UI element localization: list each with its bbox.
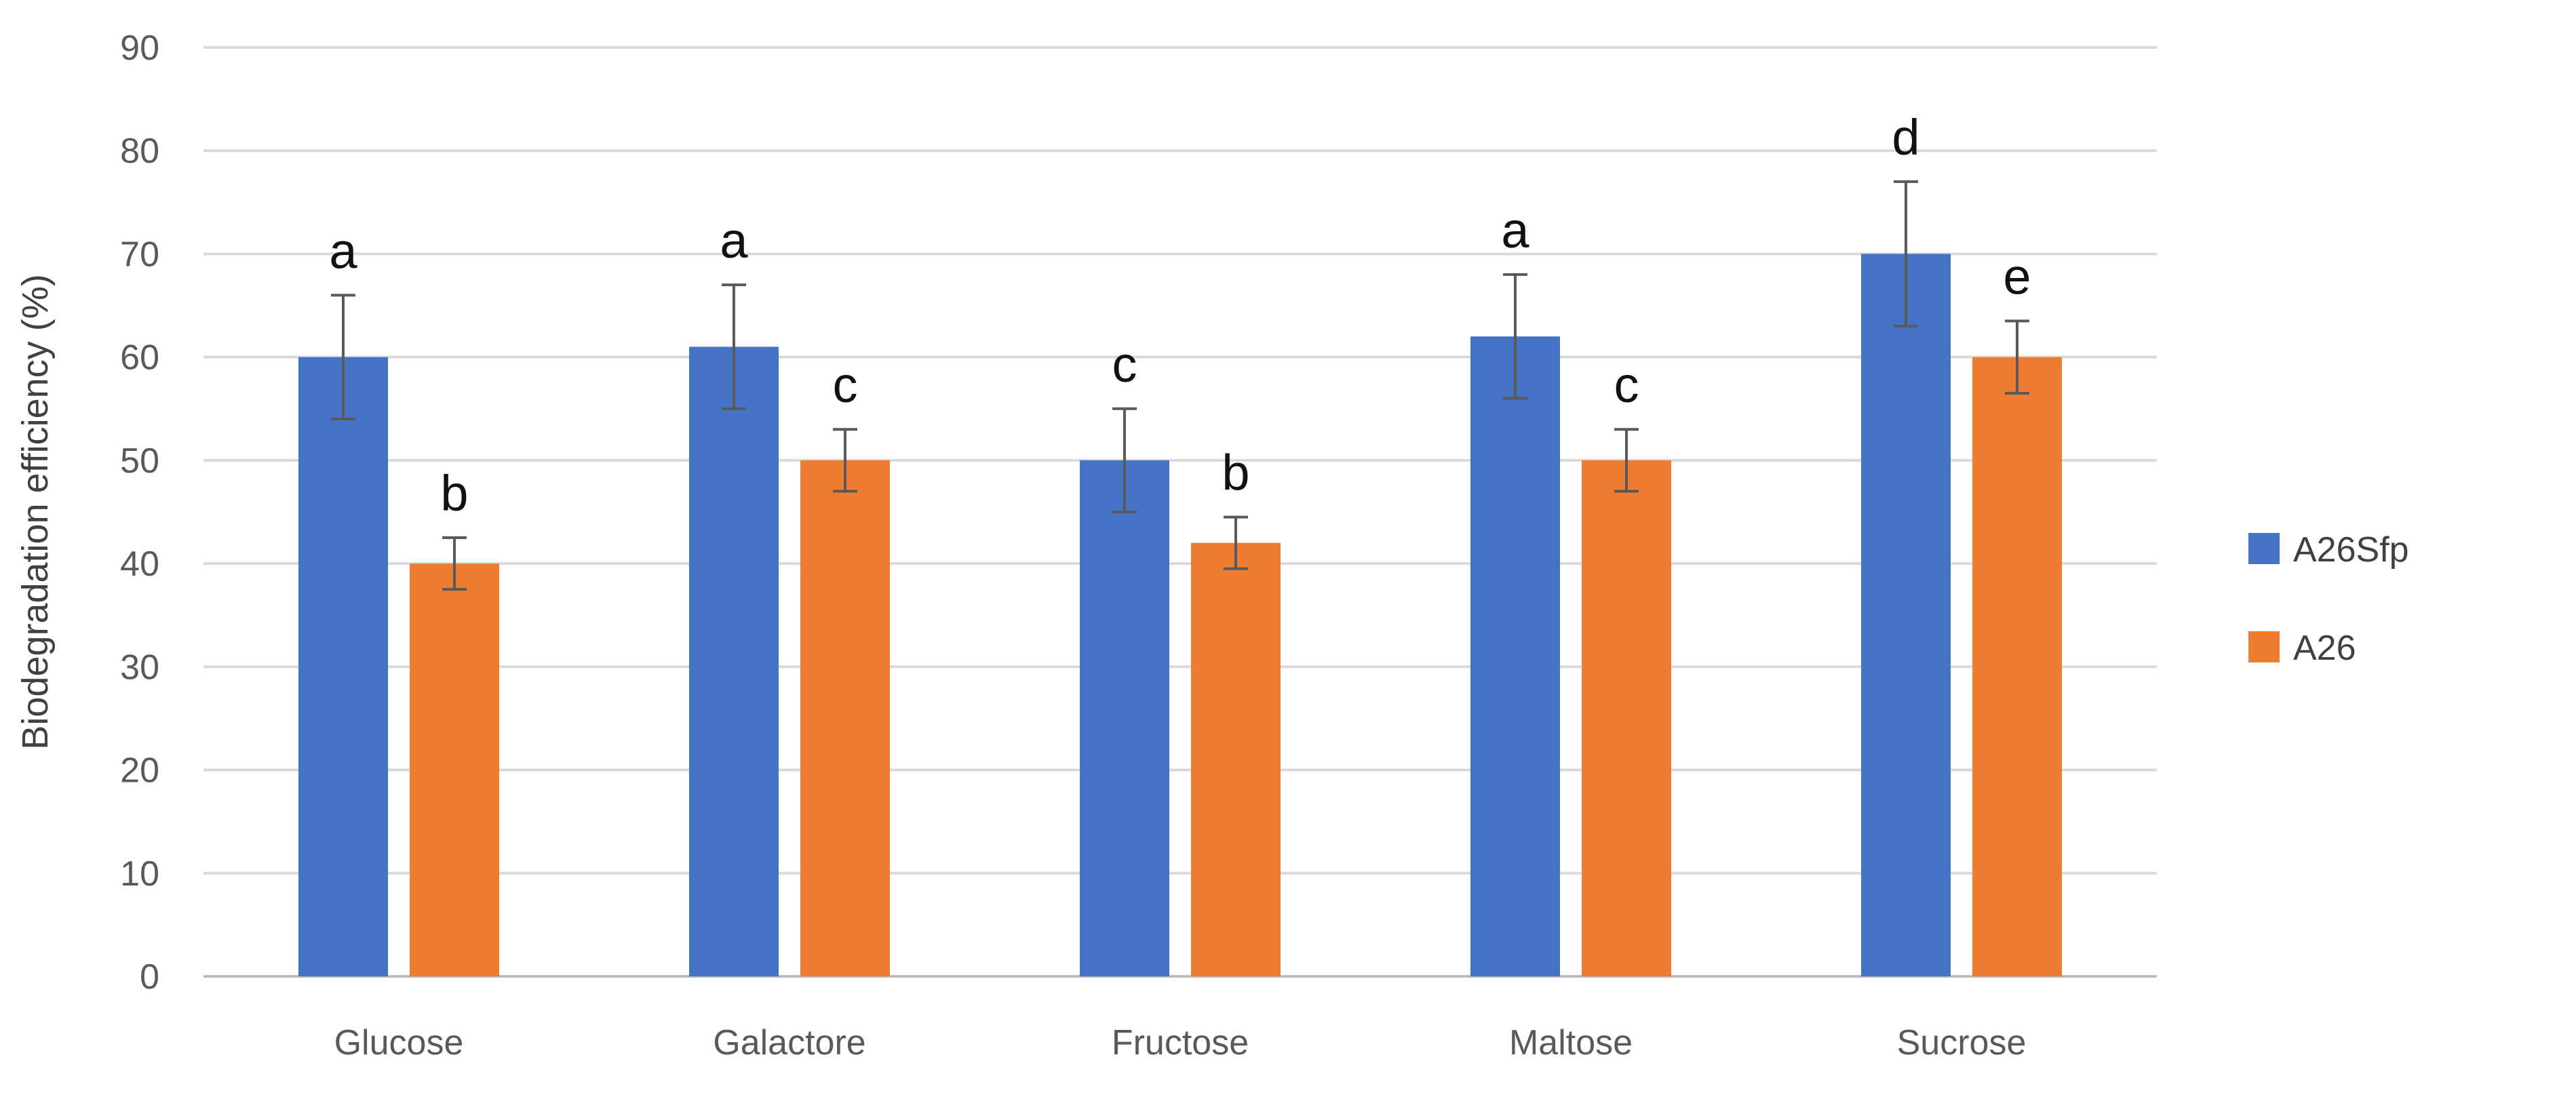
legend-label: A26Sfp [2293,530,2409,570]
x-tick-label: Sucrose [1897,1023,2027,1062]
legend-label: A26 [2293,629,2356,668]
legend-swatch [2248,631,2280,662]
significance-label: a [1501,202,1529,258]
y-axis-ticks: 0 10 20 30 40 50 60 70 80 90 [120,28,159,997]
bar-a26-galactore [800,460,890,976]
y-tick-label: 40 [120,544,159,584]
legend: A26Sfp A26 [2248,530,2409,668]
bar-a26-fructose [1191,542,1281,976]
significance-label: c [833,357,858,413]
y-tick-label: 90 [120,28,159,68]
y-tick-label: 50 [120,441,159,481]
x-tick-label: Fructose [1112,1023,1249,1062]
x-tick-label: Glucose [334,1023,464,1062]
significance-label: b [1222,445,1249,501]
significance-label: a [329,222,357,279]
y-tick-label: 10 [120,854,159,894]
gridlines [203,46,2157,978]
significance-label: c [1112,336,1137,393]
bar-a26sfp-galactore [689,346,779,976]
bar-a26sfp-glucose [298,357,388,976]
significance-label: e [2003,248,2031,304]
significance-label: d [1892,109,1919,165]
y-tick-label: 70 [120,235,159,274]
y-axis-title: Biodegradation efficiency (%) [15,274,56,749]
y-tick-label: 0 [140,957,159,997]
x-axis-ticks: Glucose Galactore Fructose Maltose Sucrose [334,1023,2027,1062]
y-tick-label: 60 [120,338,159,378]
bar-a26-maltose [1582,460,1671,976]
significance-label: a [720,212,748,269]
bar-a26sfp-maltose [1470,336,1560,976]
bars: a b a c c b a c d e [298,109,2062,976]
y-tick-label: 80 [120,132,159,171]
bar-a26-sucrose [1972,357,2062,976]
y-tick-label: 30 [120,648,159,687]
significance-label: b [440,465,468,521]
x-tick-label: Galactore [713,1023,865,1062]
x-tick-label: Maltose [1509,1023,1633,1062]
bar-a26sfp-sucrose [1861,254,1951,976]
y-tick-label: 20 [120,751,159,791]
bar-a26-glucose [410,563,499,976]
legend-swatch [2248,533,2280,564]
bar-a26sfp-fructose [1080,460,1169,976]
significance-label: c [1614,357,1639,413]
